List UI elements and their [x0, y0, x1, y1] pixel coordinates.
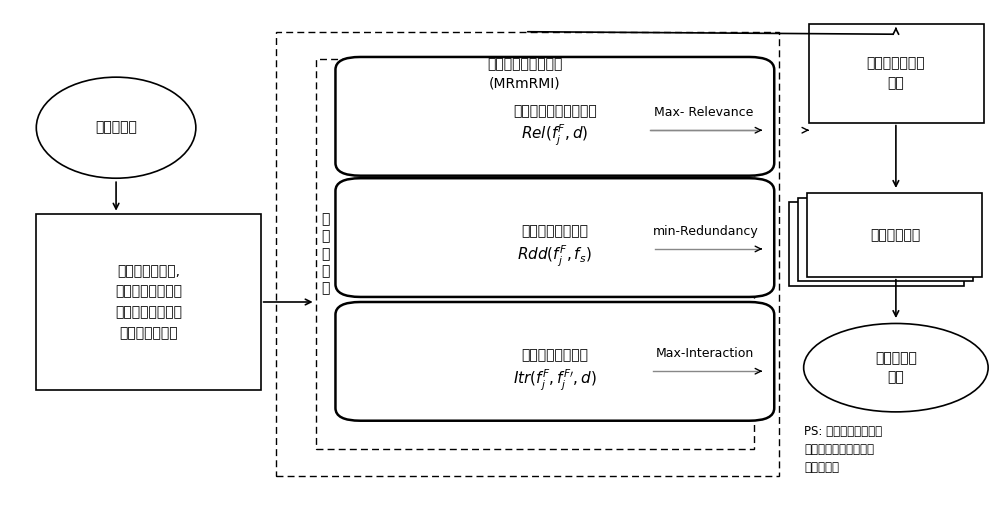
- Text: 候
选
特
征
集: 候 选 特 征 集: [321, 212, 330, 296]
- Text: 约简的特征
子集: 约简的特征 子集: [875, 351, 917, 385]
- FancyBboxPatch shape: [36, 213, 261, 391]
- Text: (MRmRMI): (MRmRMI): [489, 76, 561, 90]
- FancyBboxPatch shape: [335, 302, 774, 421]
- FancyBboxPatch shape: [798, 198, 973, 281]
- Text: 一个有序的特征
序列: 一个有序的特征 序列: [867, 56, 925, 90]
- FancyBboxPatch shape: [335, 57, 774, 176]
- Text: $Rel(f_j^F, d)$: $Rel(f_j^F, d)$: [521, 123, 589, 148]
- Text: $Itr(f_j^F, f_j^{F\prime}, d)$: $Itr(f_j^F, f_j^{F\prime}, d)$: [513, 368, 597, 393]
- FancyBboxPatch shape: [807, 194, 982, 277]
- Ellipse shape: [804, 324, 988, 412]
- Text: 特征之间的冗余性: 特征之间的冗余性: [521, 224, 588, 238]
- Text: 原始特征集: 原始特征集: [95, 121, 137, 135]
- Text: 混合数据预处理,
依据多邻域半径集
计算每个特征的邻
域相似关系矩阵: 混合数据预处理, 依据多邻域半径集 计算每个特征的邻 域相似关系矩阵: [115, 264, 182, 340]
- Text: 特征之间的交互性: 特征之间的交互性: [521, 348, 588, 362]
- Text: 不同的分类器: 不同的分类器: [871, 228, 921, 242]
- Text: PS: 特征子集为最佳平
均分类性能所对应的特
征子集序列: PS: 特征子集为最佳平 均分类性能所对应的特 征子集序列: [804, 425, 882, 474]
- FancyBboxPatch shape: [789, 203, 964, 286]
- Ellipse shape: [36, 77, 196, 178]
- Text: 特征与类之间的相关性: 特征与类之间的相关性: [513, 105, 597, 118]
- Text: 特征重要性评价函数: 特征重要性评价函数: [487, 57, 563, 72]
- Text: min-Redundancy: min-Redundancy: [653, 225, 759, 238]
- Text: Max-Interaction: Max-Interaction: [656, 347, 754, 360]
- FancyBboxPatch shape: [809, 24, 984, 122]
- Text: Max- Relevance: Max- Relevance: [654, 106, 753, 119]
- Text: $Rdd(f_j^F, f_s)$: $Rdd(f_j^F, f_s)$: [517, 244, 592, 269]
- FancyBboxPatch shape: [335, 178, 774, 297]
